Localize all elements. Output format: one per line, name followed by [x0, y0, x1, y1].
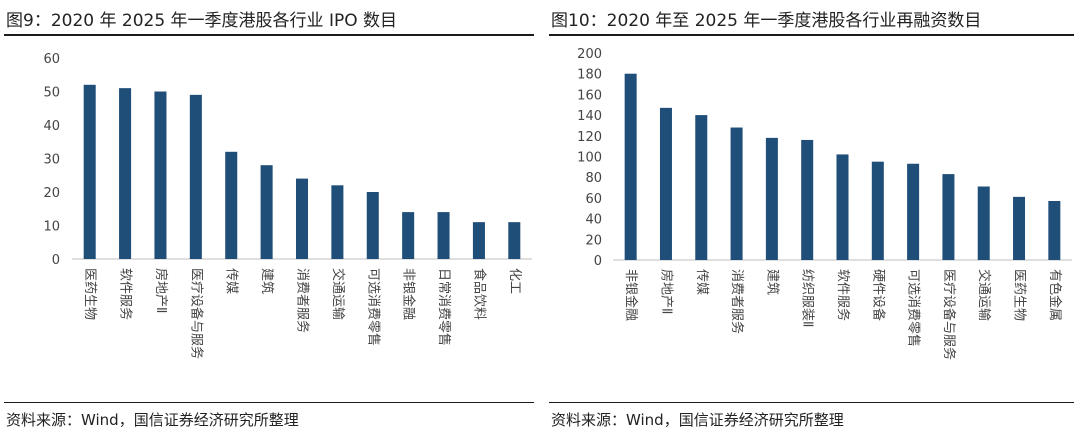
bar [189, 94, 202, 259]
y-tick-label: 0 [594, 254, 602, 269]
chart-panel-refinancing: 图10：2020 年至 2025 年一季度港股各行业再融资数目 0 20 40 60 8… [545, 0, 1080, 439]
category-label: 非银金融 [623, 269, 639, 321]
category-label: 医疗设备与服务 [188, 268, 204, 359]
source-note: 资料来源：Wind，国信证券经济研究所整理 [6, 411, 299, 429]
y-tick-label: 60 [585, 192, 602, 207]
bar-chart-refinancing: 0 20 40 60 80 100 120 140 160 180 200 非银金融 房地产Ⅱ 传媒 消费者… [577, 47, 1072, 360]
category-label: 可选消费零售 [906, 269, 922, 347]
title-divider [549, 34, 1074, 36]
source-note: 资料来源：Wind，国信证券经济研究所整理 [551, 411, 844, 429]
category-label: 有色金属 [1047, 269, 1063, 321]
category-label: 医药生物 [82, 268, 97, 320]
bar [437, 212, 450, 259]
source-divider [549, 402, 1074, 403]
title-divider [4, 34, 534, 36]
bar [472, 222, 485, 259]
bar [402, 212, 415, 259]
bar [1013, 196, 1026, 260]
category-label: 房地产Ⅱ [153, 268, 169, 313]
y-tick-label: 100 [577, 151, 602, 166]
category-label: 可选消费零售 [365, 268, 381, 346]
bar [659, 107, 672, 260]
bar [295, 178, 309, 259]
y-tick-label: 200 [577, 47, 602, 62]
category-label: 消费者服务 [295, 268, 311, 333]
category-label: 硬件设备 [870, 269, 886, 321]
bar [260, 165, 273, 259]
y-tick-label: 40 [585, 213, 602, 228]
category-label: 消费者服务 [729, 269, 745, 334]
chart-title: 图9：2020 年 2025 年一季度港股各行业 IPO 数目 [6, 11, 398, 31]
category-label: 交通运输 [976, 269, 992, 321]
bar [695, 115, 708, 260]
bar [366, 192, 379, 259]
chart-panel-ipo: 图9：2020 年 2025 年一季度港股各行业 IPO 数目 0 10 20 30 4… [4, 11, 534, 429]
category-label: 软件服务 [118, 268, 134, 320]
y-tick-label: 0 [52, 253, 60, 268]
bar [1048, 201, 1061, 260]
category-label: 化工 [507, 268, 522, 294]
category-label: 医药生物 [1012, 269, 1027, 321]
bar [225, 151, 238, 259]
bar [624, 73, 637, 260]
category-label: 医疗设备与服务 [941, 269, 957, 360]
source-divider [4, 402, 534, 403]
category-label: 建筑 [259, 268, 275, 294]
category-label: 食品饮料 [471, 268, 487, 320]
bar [83, 84, 96, 259]
y-tick-label: 80 [585, 171, 602, 186]
bar [331, 185, 344, 259]
category-label: 交通运输 [330, 268, 346, 320]
bar [119, 88, 132, 260]
category-label: 传媒 [224, 268, 239, 294]
bar [871, 161, 884, 260]
y-tick-label: 40 [43, 119, 60, 134]
category-label: 纺织服装Ⅱ [800, 269, 815, 327]
category-label: 房地产Ⅱ [658, 269, 674, 314]
category-label: 建筑 [764, 269, 780, 295]
y-tick-label: 180 [577, 68, 602, 83]
y-tick-label: 10 [43, 220, 60, 235]
bar [730, 127, 743, 261]
y-tick-label: 50 [43, 86, 60, 101]
bar [801, 139, 814, 260]
y-tick-label: 30 [43, 153, 60, 168]
y-tick-label: 120 [577, 130, 602, 145]
chart-title: 图10：2020 年至 2025 年一季度港股各行业再融资数目 [551, 11, 982, 31]
bar-chart-ipo: 0 10 20 30 40 50 60 医药生物 软件服务 房地产Ⅱ 医疗设备与服务 传媒 建筑 消费者服… [43, 52, 532, 359]
y-tick-label: 160 [577, 88, 602, 103]
y-tick-label: 20 [43, 186, 60, 201]
category-label: 软件服务 [835, 269, 851, 321]
y-tick-label: 60 [43, 52, 60, 67]
bar [977, 186, 990, 260]
y-tick-label: 140 [577, 109, 602, 124]
bar [907, 163, 920, 260]
bar [836, 154, 849, 260]
bar [154, 91, 167, 259]
y-tick-label: 20 [585, 233, 602, 248]
bar [765, 137, 778, 260]
category-label: 传媒 [694, 269, 709, 295]
bar [942, 174, 955, 260]
bar [508, 222, 521, 259]
category-label: 日常消费零售 [436, 268, 452, 346]
category-label: 非银金融 [401, 268, 417, 320]
